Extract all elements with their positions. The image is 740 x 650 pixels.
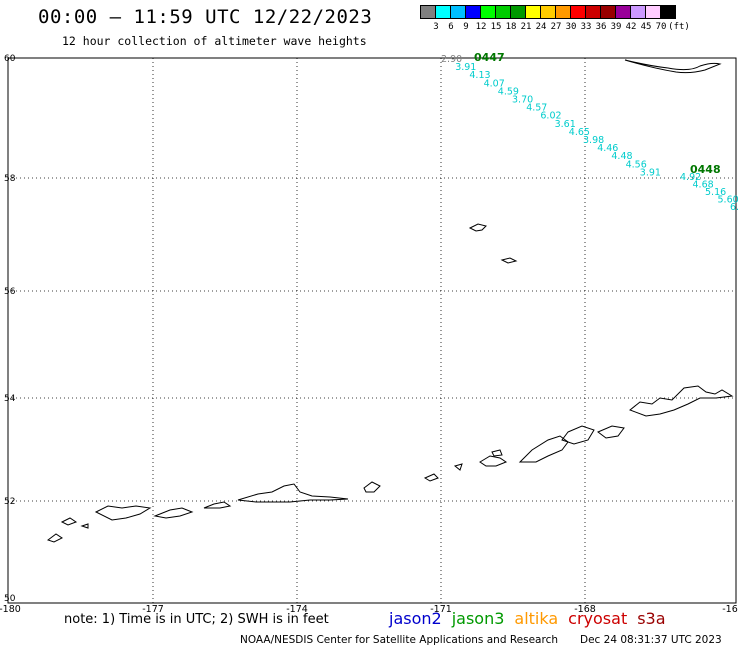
track-time-label: 0448 xyxy=(690,163,721,176)
color-scale-label: 36 xyxy=(595,22,607,32)
color-scale-label: 12 xyxy=(475,22,487,32)
lon-label: -174 xyxy=(286,604,308,615)
lon-label: -180 xyxy=(0,604,21,615)
color-scale-labels: 3 6 9 12 15 18 21 24 27 30 33 36 39 42 45 70 (ft) xyxy=(421,22,740,34)
satellite-legend-item: jason2 xyxy=(389,609,442,628)
color-scale-label: 21 xyxy=(520,22,532,32)
color-scale-label: (ft) xyxy=(668,22,690,32)
color-scale-swatch xyxy=(660,5,676,19)
lat-label: 52 xyxy=(4,497,15,507)
wave-height-value: 3.91 xyxy=(640,167,661,178)
wave-height-value: 5.16 xyxy=(705,187,726,198)
color-scale-label: 30 xyxy=(565,22,577,32)
satellite-legend-item: cryosat xyxy=(568,609,628,628)
wave-height-value: 3.91 xyxy=(455,62,476,73)
wave-height-value: 6.02 xyxy=(540,111,561,122)
map-subtitle: 12 hour collection of altimeter wave hei… xyxy=(62,34,367,48)
wave-height-value: 2.90 xyxy=(441,54,462,65)
wave-height-value: 4.65 xyxy=(569,127,590,138)
wave-height-value: 4.59 xyxy=(498,86,519,97)
wave-height-value: 4.56 xyxy=(626,159,647,170)
color-scale-label: 18 xyxy=(505,22,517,32)
wave-height-value: 4.48 xyxy=(611,151,632,162)
wave-height-value: 4.13 xyxy=(469,70,490,81)
color-scale-label: 9 xyxy=(463,22,469,32)
generation-timestamp: Dec 24 08:31:37 UTC 2023 xyxy=(580,634,722,646)
wave-height-value: 3.61 xyxy=(555,119,576,130)
graticule xyxy=(8,58,736,603)
lat-label: 58 xyxy=(4,174,16,184)
wave-height-value: 4.68 xyxy=(693,180,714,191)
lon-label: -177 xyxy=(142,604,164,615)
satellite-legend-item: s3a xyxy=(637,609,666,628)
color-scale-legend xyxy=(420,5,676,19)
wave-height-value: 6.1 xyxy=(730,202,740,213)
color-scale-label: 27 xyxy=(550,22,562,32)
lat-label: 50 xyxy=(4,594,16,604)
agency-credit: NOAA/NESDIS Center for Satellite Applica… xyxy=(240,634,558,646)
lat-label: 54 xyxy=(4,394,16,404)
lon-label: -171 xyxy=(430,604,452,615)
color-scale-label: 45 xyxy=(640,22,652,32)
wave-height-value: 4.92 xyxy=(680,172,701,183)
wave-height-value: 5.60 xyxy=(718,195,739,206)
color-scale-label: 3 xyxy=(433,22,439,32)
satellite-legend-item: altika xyxy=(514,609,559,628)
satellite-legend-item: jason3 xyxy=(451,609,505,628)
satellite-legend: jason2 jason3 altika cryosat s3a xyxy=(389,609,666,628)
wave-height-value: 4.07 xyxy=(484,78,505,89)
color-scale-label: 6 xyxy=(448,22,454,32)
lon-label: -168 xyxy=(574,604,596,615)
lon-label: -16 xyxy=(722,604,738,615)
map-title: 00:00 — 11:59 UTC 12/22/2023 xyxy=(38,6,373,28)
wave-height-value: 3.98 xyxy=(583,135,604,146)
altimeter-tracks: 04472.903.914.134.074.593.704.576.023.61… xyxy=(441,51,740,213)
lat-label: 60 xyxy=(4,54,16,64)
track-time-label: 0447 xyxy=(474,51,505,64)
color-scale-label: 39 xyxy=(610,22,622,32)
map-frame xyxy=(7,57,737,604)
coastlines xyxy=(46,59,734,543)
lat-label: 56 xyxy=(4,287,16,297)
units-note: note: 1) Time is in UTC; 2) SWH is in fe… xyxy=(64,612,329,627)
color-scale-label: 33 xyxy=(580,22,592,32)
wave-height-value: 4.57 xyxy=(526,103,547,114)
color-scale-label: 42 xyxy=(625,22,637,32)
wave-height-value: 4.46 xyxy=(597,143,618,154)
color-scale-label: 70 xyxy=(655,22,667,32)
color-scale-label: 15 xyxy=(490,22,502,32)
wave-height-value: 3.70 xyxy=(512,95,533,106)
color-scale-label: 24 xyxy=(535,22,547,32)
